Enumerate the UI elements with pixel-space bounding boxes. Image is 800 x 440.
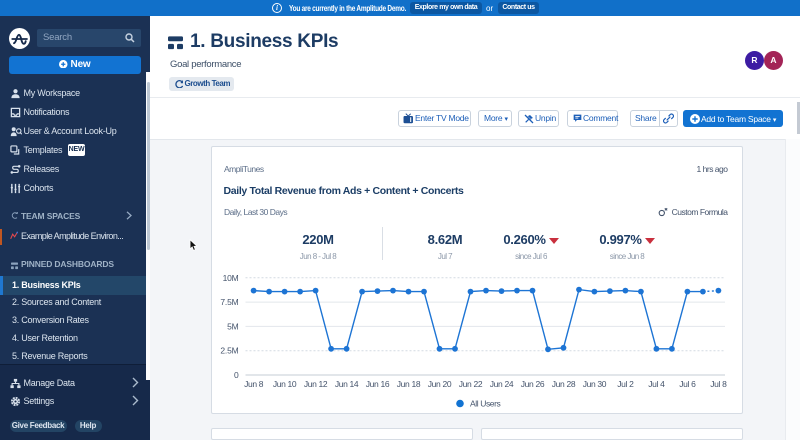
- svg-text:Jul 2: Jul 2: [617, 379, 634, 389]
- svg-text:Jun 18: Jun 18: [397, 379, 421, 389]
- svg-text:10M: 10M: [223, 273, 239, 283]
- svg-text:Jul 6: Jul 6: [679, 379, 696, 389]
- svg-text:Jun 14: Jun 14: [335, 379, 359, 389]
- svg-text:2.5M: 2.5M: [220, 346, 238, 356]
- svg-text:Jul 8: Jul 8: [710, 379, 727, 389]
- svg-text:Jun 10: Jun 10: [273, 379, 297, 389]
- svg-text:Jun 8: Jun 8: [244, 379, 264, 389]
- svg-text:Jun 20: Jun 20: [428, 379, 452, 389]
- svg-text:0: 0: [234, 370, 239, 380]
- svg-text:Jul 4: Jul 4: [648, 379, 665, 389]
- svg-text:Jun 24: Jun 24: [490, 379, 514, 389]
- svg-text:All Users: All Users: [470, 399, 501, 409]
- svg-text:Jun 22: Jun 22: [459, 379, 483, 389]
- svg-text:Jun 12: Jun 12: [304, 379, 328, 389]
- svg-text:Jun 30: Jun 30: [583, 379, 607, 389]
- svg-text:7.5M: 7.5M: [220, 297, 238, 307]
- svg-text:Jun 28: Jun 28: [552, 379, 576, 389]
- svg-text:5M: 5M: [227, 321, 239, 331]
- svg-text:Jun 16: Jun 16: [366, 379, 390, 389]
- svg-text:Jun 26: Jun 26: [521, 379, 545, 389]
